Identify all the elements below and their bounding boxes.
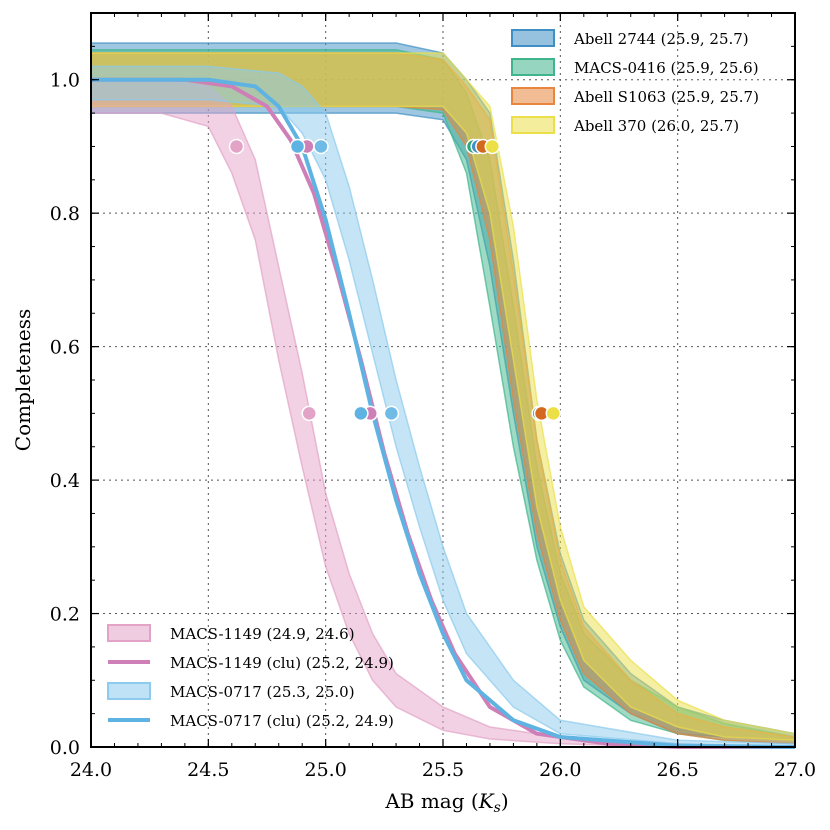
grid-lines xyxy=(91,13,795,747)
legend-swatch xyxy=(107,682,151,700)
line-macs-0717-clu-25-2-24-9 xyxy=(91,77,796,749)
y-tick-label: 0.0 xyxy=(50,737,80,759)
legend-label: MACS-1149 (clu) (25.2, 24.9) xyxy=(170,654,394,672)
axis-ticks: 24.0 24.5 25.0 25.5 26.0 26.5 27.0 0.0 0.2 0.4 0.6… xyxy=(50,12,816,781)
legend-swatch xyxy=(511,87,555,105)
marker-point xyxy=(383,405,400,422)
x-tick-label: 26.0 xyxy=(539,759,581,781)
legend-label: Abell S1063 (25.9, 25.7) xyxy=(573,88,759,106)
y-tick-label: 0.6 xyxy=(50,337,80,359)
x-tick-label: 27.0 xyxy=(774,759,816,781)
y-tick-label: 0.4 xyxy=(50,470,80,492)
legend-label: MACS-0416 (25.9, 25.6) xyxy=(574,59,759,77)
legend-swatch xyxy=(511,29,555,47)
y-tick-label: 0.2 xyxy=(50,604,80,626)
completeness-lines xyxy=(91,77,796,749)
y-tick-label: 1.0 xyxy=(50,70,80,92)
legend-swatch xyxy=(511,58,555,76)
legend-swatch xyxy=(511,116,555,134)
legend-label: MACS-0717 (clu) (25.2, 24.9) xyxy=(170,712,394,730)
legend-label: MACS-1149 (24.9, 24.6) xyxy=(170,625,355,643)
legend-label: Abell 2744 (25.9, 25.7) xyxy=(573,30,749,48)
x-tick-label: 24.0 xyxy=(70,759,112,781)
marker-point xyxy=(545,405,562,422)
legend-label: MACS-0717 (25.3, 25.0) xyxy=(170,683,355,701)
legend-swatch xyxy=(107,624,151,642)
legend-bottom-left: MACS-1149 (24.9, 24.6) MACS-1149 (clu) (2… xyxy=(107,624,394,730)
marker-point xyxy=(353,405,369,422)
marker-point xyxy=(313,138,329,155)
x-axis-label: AB mag (Ks) xyxy=(384,789,508,816)
x-tick-label: 24.5 xyxy=(187,759,229,781)
marker-point xyxy=(484,138,501,155)
marker-point xyxy=(228,138,245,155)
marker-point xyxy=(289,138,306,155)
x-tick-label: 25.5 xyxy=(422,759,464,781)
x-tick-label: 25.0 xyxy=(305,759,347,781)
marker-point xyxy=(301,405,317,422)
y-axis-label: Completeness xyxy=(11,309,35,451)
x-tick-label: 26.5 xyxy=(657,759,699,781)
y-tick-label: 0.8 xyxy=(50,203,80,225)
legend-label: Abell 370 (26.0, 25.7) xyxy=(573,117,739,135)
completeness-markers xyxy=(228,138,562,422)
legend-top-right: Abell 2744 (25.9, 25.7) MACS-0416 (25.9, … xyxy=(511,29,759,135)
